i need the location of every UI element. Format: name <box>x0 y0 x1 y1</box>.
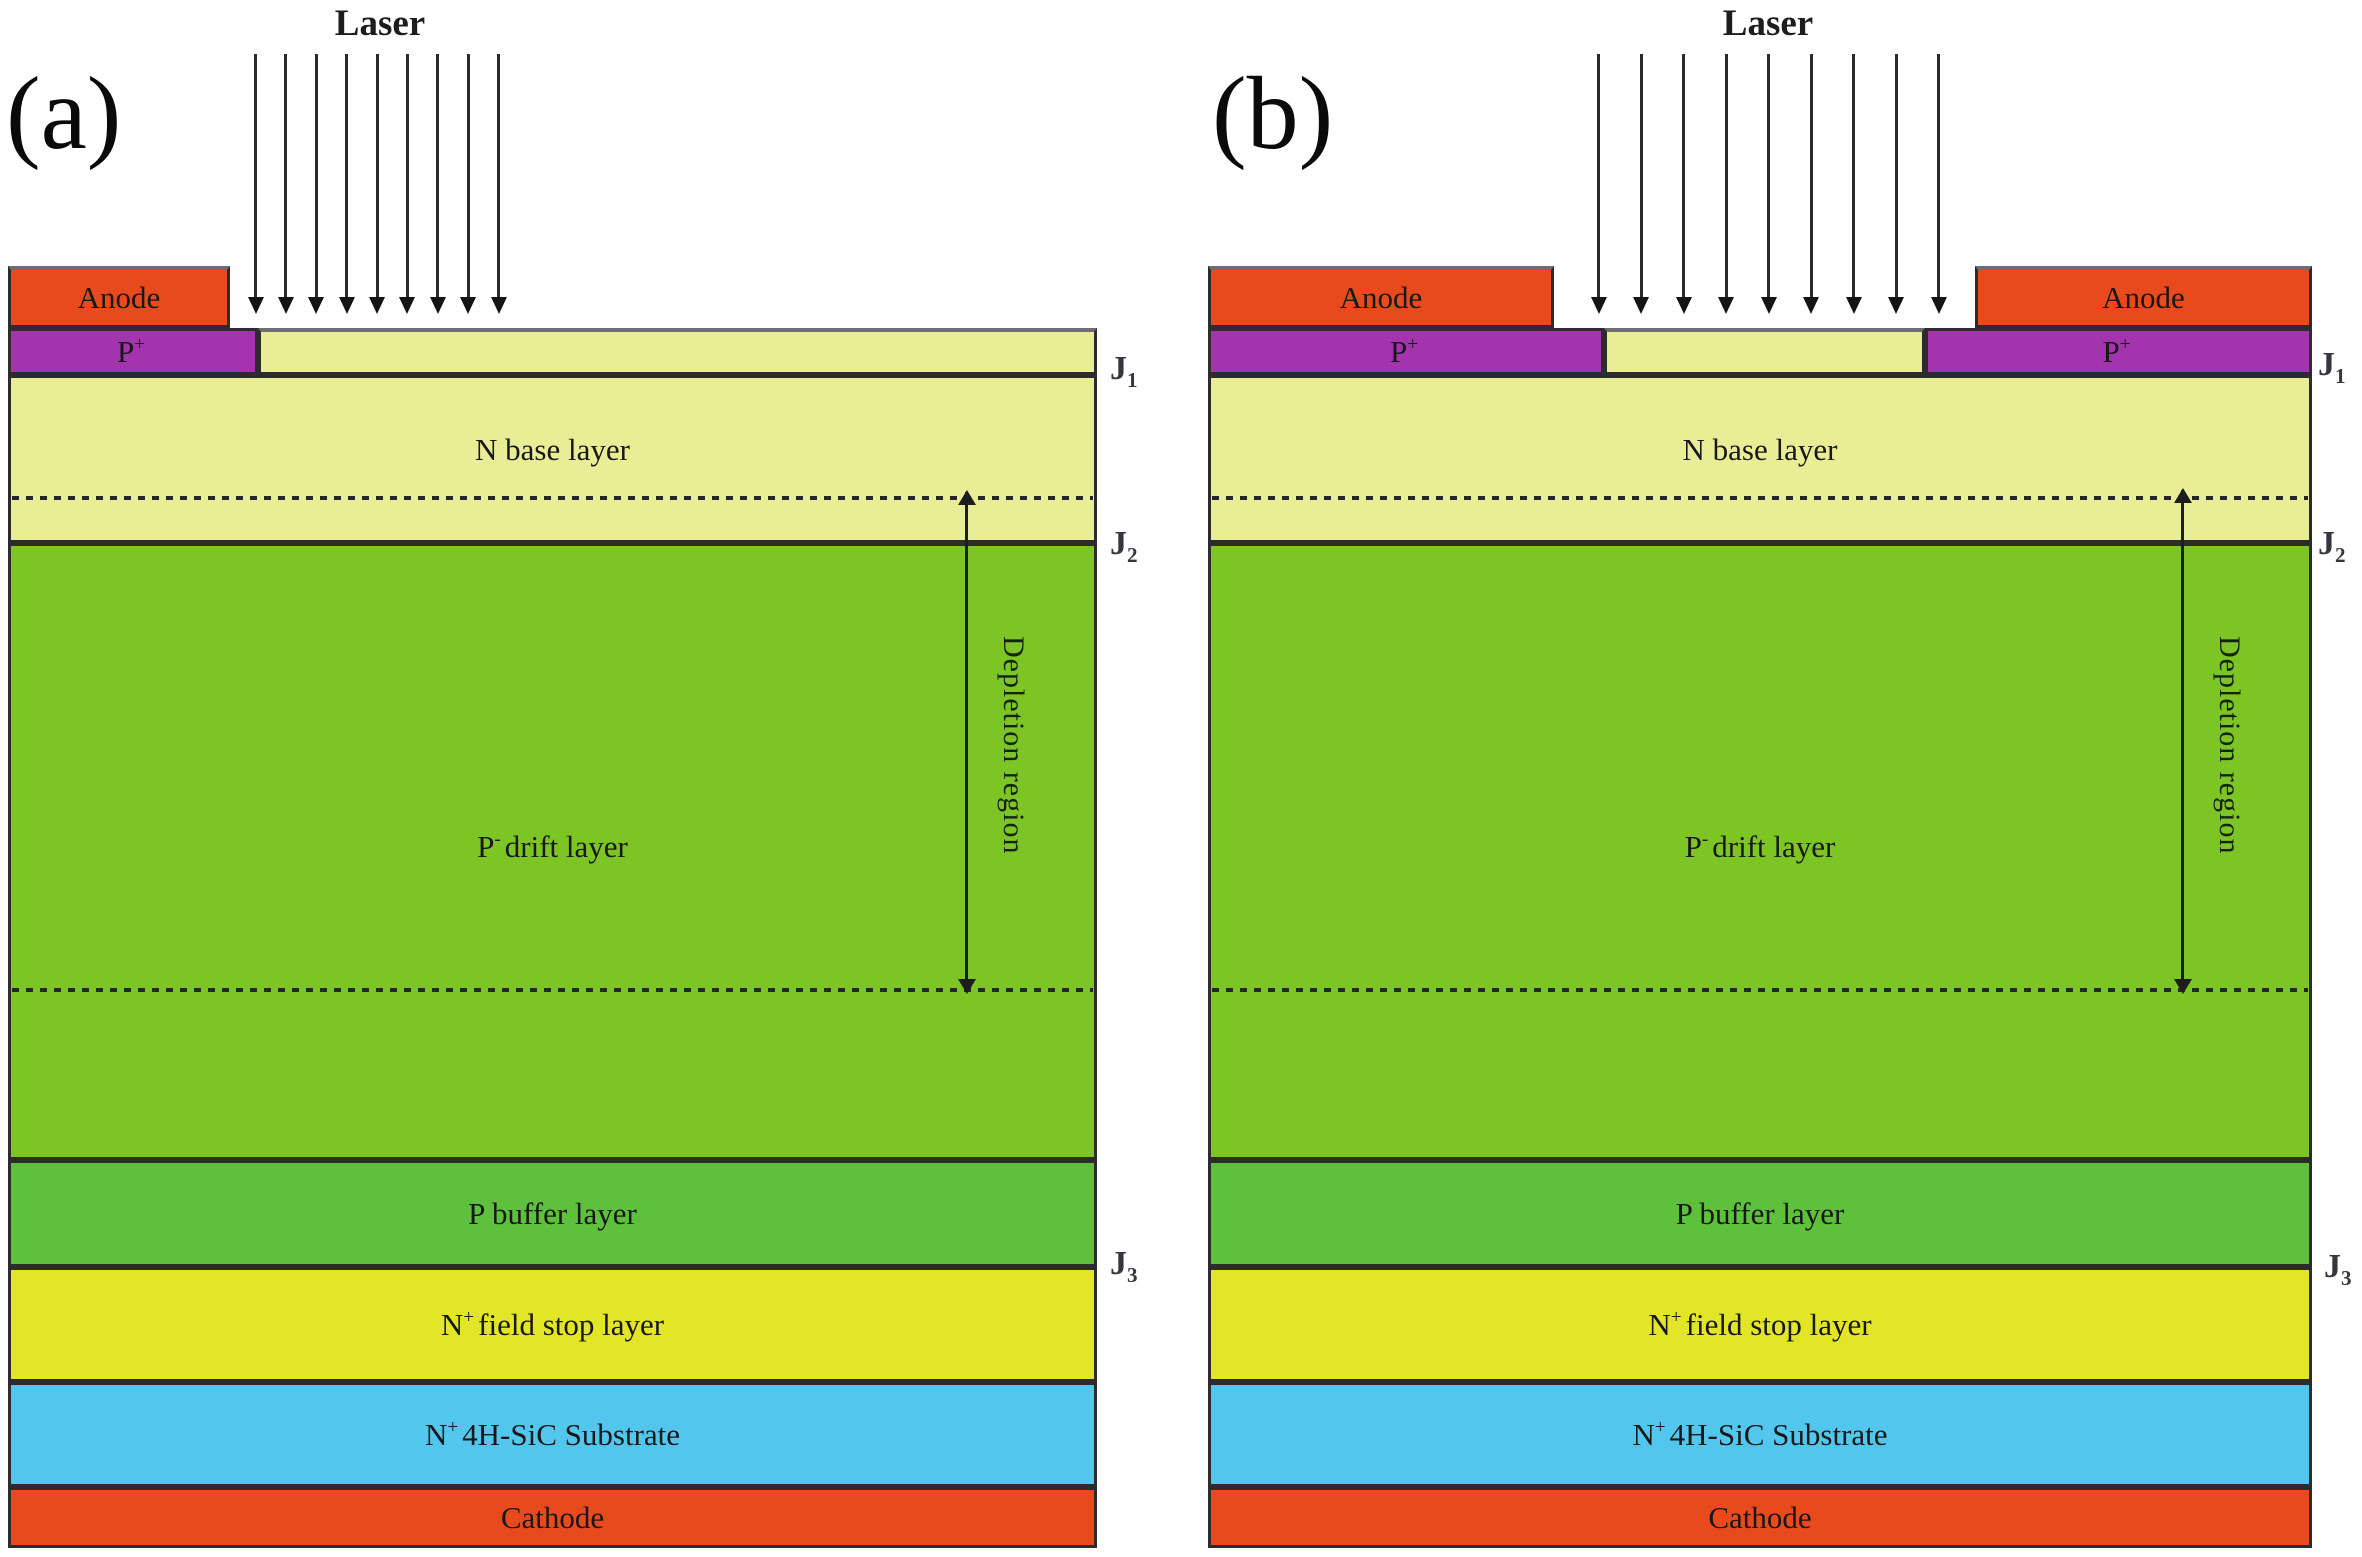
device-cross-section-a: Anode P+ N base layer P-drift layer P bu… <box>8 0 1097 1557</box>
junction-j3-label: J3 <box>2324 1248 2352 1290</box>
device-cross-section-b: Anode Anode P+ P+ N base layer P-drift l… <box>1208 0 2312 1557</box>
laser-label: Laser <box>334 3 426 44</box>
p-buffer-layer: P buffer layer <box>1208 1160 2312 1267</box>
laser-window-region <box>258 328 1097 375</box>
depletion-extent-arrow <box>2181 490 2184 992</box>
substrate-layer: N+ 4H-SiC Substrate <box>1208 1382 2312 1487</box>
laser-arrow <box>1639 54 1643 299</box>
junction-j1-label: J1 <box>2318 346 2346 388</box>
n-base-label: N base layer <box>475 432 630 467</box>
laser-arrow <box>436 54 440 299</box>
junction-j3-label: J3 <box>1110 1245 1138 1287</box>
n-field-stop-layer: N+ field stop layer <box>1208 1267 2312 1382</box>
depletion-upper-boundary <box>1212 496 2308 500</box>
laser-arrow <box>1852 54 1855 299</box>
substrate-label: N+ 4H-SiC Substrate <box>424 1416 681 1452</box>
laser-arrow <box>1682 54 1685 299</box>
laser-arrow <box>1724 54 1728 299</box>
anode-region: Anode <box>8 266 230 328</box>
panel-b-label: (b) <box>1212 56 1334 171</box>
drift-label: P-drift layer <box>477 828 628 864</box>
n-base-label: N base layer <box>1682 432 1838 467</box>
p-plus-label: P+ <box>116 333 146 369</box>
laser-arrow <box>1809 54 1813 299</box>
depletion-lower-boundary <box>1212 988 2308 992</box>
field-stop-label: N+ field stop layer <box>1648 1306 1872 1342</box>
laser-arrow <box>405 54 409 299</box>
laser-window-region <box>1604 328 1925 375</box>
n-base-layer: N base layer <box>8 375 1097 543</box>
anode-label: Anode <box>77 279 161 315</box>
laser-arrow <box>1937 54 1940 299</box>
p-drift-layer: P-drift layer <box>1208 543 2312 1160</box>
p-plus-label: P+ <box>1389 333 1419 369</box>
p-plus-label: P+ <box>2102 333 2131 369</box>
cathode-label: Cathode <box>1708 1499 1812 1535</box>
junction-j2-label: J2 <box>1110 525 1138 567</box>
laser-arrow <box>1767 54 1770 299</box>
depletion-extent-arrow <box>965 492 968 992</box>
field-stop-label: N+ field stop layer <box>440 1306 665 1342</box>
cathode-label: Cathode <box>500 1499 605 1535</box>
laser-arrow <box>375 54 379 299</box>
p-plus-region: P+ <box>1925 328 2312 375</box>
laser-arrow <box>284 54 288 299</box>
depletion-upper-boundary <box>12 496 1093 500</box>
anode-label: Anode <box>1339 279 1423 315</box>
substrate-layer: N+ 4H-SiC Substrate <box>8 1382 1097 1487</box>
laser-arrow <box>1597 54 1600 299</box>
cathode-region: Cathode <box>8 1487 1097 1548</box>
substrate-label: N+ 4H-SiC Substrate <box>1632 1416 1888 1452</box>
laser-label: Laser <box>1722 3 1814 44</box>
anode-region: Anode <box>1975 266 2312 328</box>
depletion-lower-boundary <box>12 988 1093 992</box>
laser-beam-arrows <box>1597 54 1940 314</box>
p-buffer-layer: P buffer layer <box>8 1160 1097 1267</box>
laser-arrow <box>466 54 470 299</box>
anode-region: Anode <box>1208 266 1554 328</box>
laser-arrow <box>1894 54 1898 299</box>
laser-arrow <box>254 54 257 299</box>
cathode-region: Cathode <box>1208 1487 2312 1548</box>
buffer-label: P buffer layer <box>468 1195 637 1231</box>
n-field-stop-layer: N+ field stop layer <box>8 1267 1097 1382</box>
n-base-layer: N base layer <box>1208 375 2312 543</box>
drift-label: P-drift layer <box>1684 828 1836 864</box>
junction-j2-label: J2 <box>2318 525 2346 567</box>
p-plus-region: P+ <box>8 328 258 375</box>
p-plus-region: P+ <box>1208 328 1604 375</box>
anode-label: Anode <box>2102 279 2185 315</box>
buffer-label: P buffer layer <box>1675 1195 1845 1231</box>
depletion-region-label: Depletion region <box>997 635 1030 855</box>
laser-arrow <box>314 54 318 299</box>
junction-j1-label: J1 <box>1110 350 1138 392</box>
laser-arrow <box>345 54 349 299</box>
p-drift-layer: P-drift layer <box>8 543 1097 1160</box>
depletion-region-label: Depletion region <box>2213 635 2246 855</box>
laser-beam-arrows <box>254 54 500 314</box>
panel-a-label: (a) <box>6 56 122 171</box>
laser-arrow <box>497 54 500 299</box>
